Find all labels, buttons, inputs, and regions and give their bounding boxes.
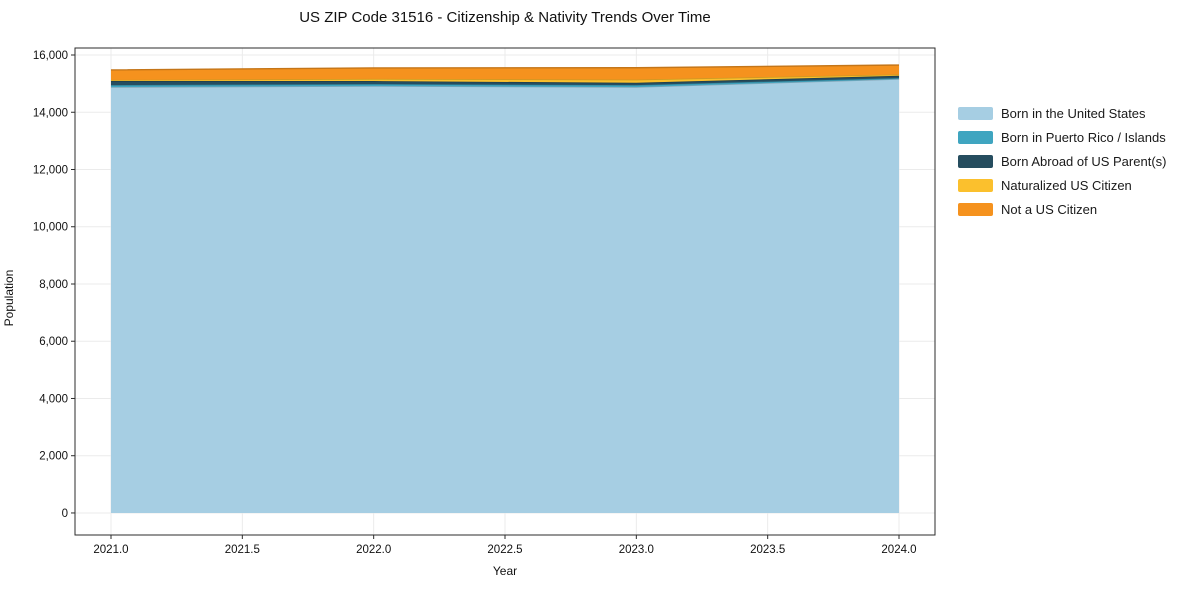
area-born-in-the-united-states [110,79,900,513]
legend-label-born-abroad-of-us-parent-s: Born Abroad of US Parent(s) [1001,153,1167,169]
x-tick-label-2023.5: 2023.5 [750,544,785,556]
y-tick-label-10,000: 10,000 [33,222,68,234]
legend-label-naturalized-us-citizen: Naturalized US Citizen [1001,177,1132,193]
area-naturalized-us-citizen [110,74,900,83]
y-tick-label-14,000: 14,000 [33,107,68,119]
legend-item-born-in-the-united-states: Born in the United States [958,101,1166,125]
legend-item-not-a-us-citizen: Not a US Citizen [958,197,1166,221]
y-tick-label-6,000: 6,000 [39,336,68,348]
legend-item-born-in-puerto-rico-islands: Born in Puerto Rico / Islands [958,125,1166,149]
area-edge-naturalized-us-citizen [110,73,900,81]
legend-item-naturalized-us-citizen: Naturalized US Citizen [958,173,1166,197]
y-tick-label-8,000: 8,000 [39,279,68,291]
x-tick-label-2021.0: 2021.0 [93,544,128,556]
legend-label-born-in-the-united-states: Born in the United States [1001,105,1146,121]
y-tick-label-16,000: 16,000 [33,50,68,62]
x-tick-label-2021.5: 2021.5 [225,544,260,556]
area-born-abroad-of-us-parent-s [110,75,900,86]
legend-item-born-abroad-of-us-parent-s: Born Abroad of US Parent(s) [958,149,1166,173]
legend-swatch-born-abroad-of-us-parent-s [958,154,993,168]
legend-swatch-born-in-the-united-states [958,106,993,120]
x-tick-label-2022.0: 2022.0 [356,544,391,556]
legend-swatch-naturalized-us-citizen [958,178,993,192]
area-edge-born-abroad-of-us-parent-s [110,75,900,84]
x-axis-label: Year [492,564,518,578]
y-tick-label-0: 0 [62,508,68,520]
x-tick-label-2024.0: 2024.0 [881,544,916,556]
x-tick-label-2022.5: 2022.5 [487,544,522,556]
legend-swatch-born-in-puerto-rico-islands [958,130,993,144]
legend-label-born-in-puerto-rico-islands: Born in Puerto Rico / Islands [1001,129,1166,145]
area-edge-not-a-us-citizen [110,64,900,71]
y-tick-label-12,000: 12,000 [33,164,68,176]
legend-label-not-a-us-citizen: Not a US Citizen [1001,201,1098,217]
area-edge-born-in-the-united-states [110,78,900,88]
y-tick-label-2,000: 2,000 [39,451,68,463]
y-axis-label: Population [2,269,16,327]
legend: Born in the United States Born in Puerto … [958,101,1166,221]
x-tick-label-2023.0: 2023.0 [619,544,654,556]
chart-title: US ZIP Code 31516 - Citizenship & Nativi… [299,9,711,26]
y-tick-label-4,000: 4,000 [39,393,68,405]
legend-swatch-not-a-us-citizen [958,202,993,216]
